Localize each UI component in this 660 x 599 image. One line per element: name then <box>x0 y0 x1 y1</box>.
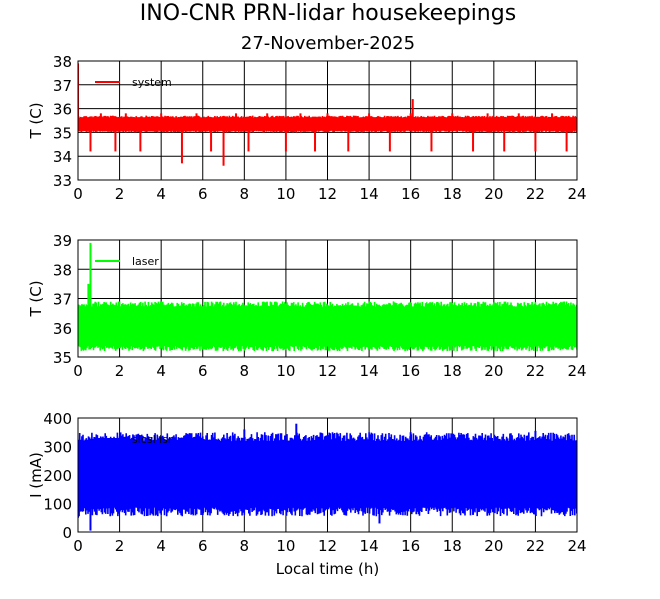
y-tick-label: 34 <box>53 148 72 166</box>
x-tick-label: 8 <box>240 537 250 555</box>
y-tick-label: 0 <box>62 524 72 542</box>
y-axis-label: T (C) <box>27 102 45 139</box>
x-tick-label: 12 <box>318 185 337 203</box>
x-tick-label: 4 <box>156 362 166 380</box>
x-tick-label: 22 <box>526 185 545 203</box>
legend-label: laser <box>132 255 159 268</box>
y-tick-label: 36 <box>53 101 72 119</box>
figure-title: INO-CNR PRN-lidar housekeepings <box>140 1 516 26</box>
x-tick-label: 18 <box>443 362 462 380</box>
x-tick-label: 14 <box>360 537 379 555</box>
x-tick-label: 10 <box>276 537 295 555</box>
x-tick-label: 2 <box>115 362 125 380</box>
y-tick-label: 37 <box>53 291 72 309</box>
y-tick-label: 400 <box>43 410 72 428</box>
x-tick-label: 24 <box>567 362 586 380</box>
x-tick-label: 24 <box>567 537 586 555</box>
series-band <box>78 115 577 133</box>
x-tick-label: 20 <box>484 362 503 380</box>
x-tick-label: 22 <box>526 362 545 380</box>
x-tick-label: 6 <box>198 185 208 203</box>
x-tick-label: 10 <box>276 185 295 203</box>
x-tick-label: 0 <box>73 537 83 555</box>
plot-frame <box>77 417 578 533</box>
figure-subtitle: 27-November-2025 <box>241 33 415 54</box>
x-tick-label: 10 <box>276 362 295 380</box>
x-tick-label: 16 <box>401 185 420 203</box>
x-tick-label: 2 <box>115 537 125 555</box>
y-tick-label: 35 <box>53 349 72 367</box>
y-tick-label: 38 <box>53 53 72 71</box>
y-tick-label: 38 <box>53 261 72 279</box>
x-tick-label: 14 <box>360 185 379 203</box>
y-tick-label: 37 <box>53 77 72 95</box>
y-tick-label: 300 <box>43 439 72 457</box>
x-tick-label: 20 <box>484 185 503 203</box>
x-tick-label: 16 <box>401 537 420 555</box>
y-axis-label: T (C) <box>27 280 45 317</box>
x-tick-label: 14 <box>360 362 379 380</box>
y-tick-label: 33 <box>53 172 72 190</box>
x-tick-label: 0 <box>73 362 83 380</box>
y-tick-label: 39 <box>53 232 72 250</box>
x-tick-label: 18 <box>443 537 462 555</box>
series-2 <box>78 242 577 352</box>
y-tick-label: 100 <box>43 496 72 514</box>
x-tick-label: 16 <box>401 362 420 380</box>
legend-label: system <box>132 76 172 89</box>
x-tick-label: 12 <box>318 362 337 380</box>
series-band <box>78 301 577 352</box>
y-tick-label: 200 <box>43 467 72 485</box>
x-tick-label: 20 <box>484 537 503 555</box>
x-tick-label: 12 <box>318 537 337 555</box>
series-3 <box>78 423 577 531</box>
series-core <box>78 310 577 343</box>
y-tick-label: 36 <box>53 320 72 338</box>
x-tick-label: 8 <box>240 362 250 380</box>
plot-frame <box>77 239 578 358</box>
legend-label: slcsl lsr <box>132 433 173 446</box>
plot-frame <box>77 60 578 181</box>
series-band <box>78 432 577 517</box>
x-tick-label: 2 <box>115 185 125 203</box>
series-1 <box>78 63 577 166</box>
x-tick-label: 4 <box>156 185 166 203</box>
y-axis-label: I (mA) <box>27 452 45 498</box>
x-tick-label: 6 <box>198 362 208 380</box>
x-tick-label: 0 <box>73 185 83 203</box>
x-tick-label: 22 <box>526 537 545 555</box>
x-tick-label: 4 <box>156 537 166 555</box>
x-tick-label: 18 <box>443 185 462 203</box>
y-tick-label: 35 <box>53 124 72 142</box>
x-tick-label: 24 <box>567 185 586 203</box>
x-tick-label: 8 <box>240 185 250 203</box>
x-tick-label: 6 <box>198 537 208 555</box>
x-axis-label: Local time (h) <box>276 560 380 578</box>
